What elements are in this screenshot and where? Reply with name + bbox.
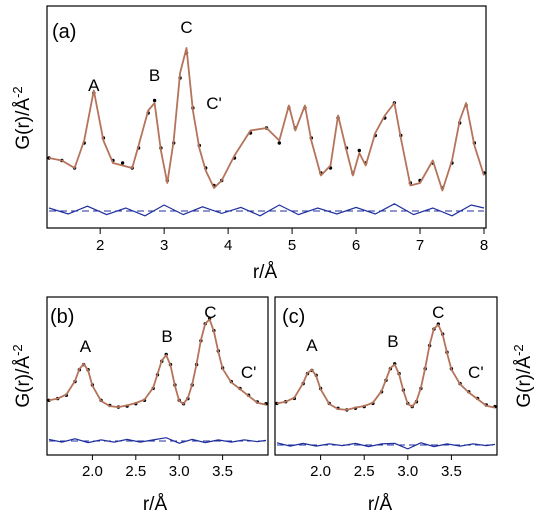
- panel-c-peak-label: C: [432, 303, 444, 322]
- panel-a-xtick-label: 3: [160, 237, 168, 254]
- panel-a-xtick-label: 2: [96, 237, 104, 254]
- panel-a-frame: [46, 5, 487, 229]
- panel-c-ylabel: G(r)/Å-2: [511, 344, 535, 407]
- panel-a-peak-label: C': [206, 94, 222, 113]
- panel-b-peak-label: C: [204, 303, 216, 322]
- panel-a-xticks: 2 3 4 5 6 7 8: [96, 228, 488, 254]
- panel-a-xlabel: r/Å: [253, 262, 278, 283]
- panel-c-xtick-label: 3.0: [397, 463, 418, 480]
- panel-b-peak-labels: A B C C': [80, 303, 257, 382]
- panel-a-xtick-label: 6: [352, 237, 360, 254]
- panel-b-plot: [47, 317, 268, 444]
- panel-a-peak-label: B: [149, 66, 160, 85]
- panel-b-letter: (b): [50, 306, 74, 328]
- panel-b-ylabel-text: G(r)/Å: [13, 356, 34, 408]
- panel-c-xtick-label: 2.5: [354, 463, 375, 480]
- panel-b-xtick-label: 2.5: [125, 463, 146, 480]
- panel-a-letter: (a): [52, 21, 76, 43]
- panel-a-plot: [47, 47, 486, 217]
- panel-c-peak-labels: A B C C': [306, 303, 483, 382]
- panel-b-difference-curve: [48, 437, 267, 444]
- panel-a: (a) G(r)/Å-2 r/Å 2 3 4 5 6 7 8 A B C C': [10, 5, 488, 283]
- panel-c-frame: [274, 296, 498, 456]
- panel-a-xtick-label: 4: [224, 237, 232, 254]
- panel-c-difference-curve: [276, 442, 496, 450]
- panel-a-peak-labels: A B C C': [88, 18, 222, 113]
- panel-c-plot: [275, 322, 497, 450]
- panel-b-fit-curve: [48, 318, 267, 409]
- panel-c-peak-label: C': [468, 363, 484, 382]
- panel-b-xtick-label: 2.0: [82, 463, 103, 480]
- panel-a-data-point: [120, 161, 125, 165]
- panel-c-xlabel: r/Å: [368, 494, 393, 515]
- panel-a-ylabel: G(r)/Å-2: [10, 86, 34, 149]
- panel-b-xticks: 2.0 2.5 3.0 3.5: [82, 455, 233, 480]
- panel-c: (c) G(r)/Å-2 r/Å 2.0 2.5 3.0 3.5 A B C C': [274, 296, 535, 515]
- panel-a-ylabel-exp: -2: [10, 86, 25, 98]
- panel-c-ylabel-text: G(r)/Å: [514, 356, 535, 408]
- panel-b-frame: [46, 296, 269, 456]
- panel-a-fit-curve: [48, 47, 485, 192]
- panel-a-ylabel-text: G(r)/Å: [13, 98, 34, 150]
- panel-c-xtick-label: 3.5: [441, 463, 462, 480]
- panel-b-peak-label: A: [80, 337, 92, 356]
- panel-b-peak-label: C': [241, 363, 257, 382]
- panel-a-data-point: [357, 148, 361, 153]
- panel-a-xtick-label: 5: [288, 237, 296, 254]
- panel-c-xtick-label: 2.0: [310, 463, 331, 480]
- panel-c-ylabel-exp: -2: [511, 344, 526, 356]
- panel-a-peak-label: A: [88, 76, 100, 95]
- panel-c-xticks: 2.0 2.5 3.0 3.5: [310, 455, 462, 480]
- panel-a-data-point: [152, 98, 157, 103]
- panel-c-peak-label: A: [306, 336, 318, 355]
- panel-a-data-point: [277, 141, 281, 145]
- panel-a-xtick-label: 7: [416, 237, 424, 254]
- panel-b-xtick-label: 3.5: [212, 463, 233, 480]
- panel-b-xtick-label: 3.0: [169, 463, 190, 480]
- panel-c-peak-label: B: [387, 332, 398, 351]
- panel-c-fit-curve: [276, 323, 496, 411]
- panel-b-ylabel-exp: -2: [10, 344, 25, 356]
- panel-b-ylabel: G(r)/Å-2: [10, 344, 34, 407]
- panel-b-peak-label: B: [161, 327, 172, 346]
- panel-a-difference-curve: [48, 203, 485, 217]
- panel-a-xtick-label: 8: [480, 237, 488, 254]
- panel-a-peak-label: C: [180, 18, 192, 37]
- panel-c-letter: (c): [282, 306, 305, 328]
- panel-b-xlabel: r/Å: [143, 494, 168, 515]
- panel-b: (b) G(r)/Å-2 r/Å 2.0 2.5 3.0 3.5 A B C C': [10, 296, 269, 515]
